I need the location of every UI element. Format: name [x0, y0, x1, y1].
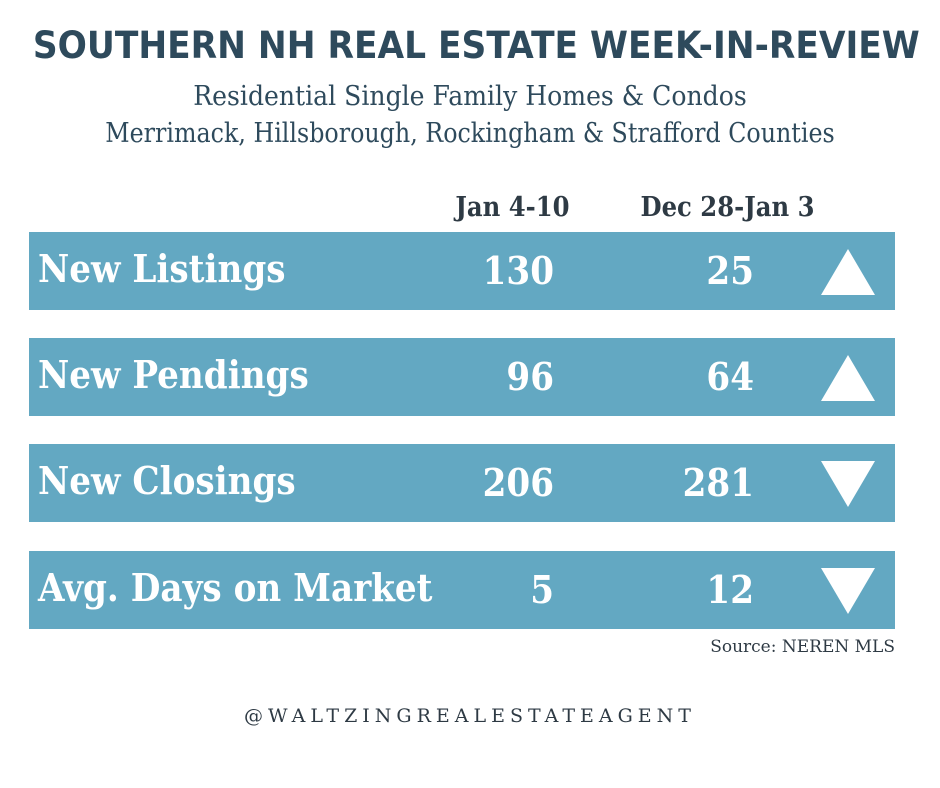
stat-label: New Closings: [38, 458, 296, 503]
source-note: Source: NEREN MLS: [710, 637, 895, 657]
stat-label: New Listings: [38, 246, 286, 291]
stat-previous-value: 281: [682, 460, 754, 505]
stat-current-value: 96: [506, 354, 554, 399]
stat-row-new-listings: New Listings 130 25: [29, 232, 895, 310]
triangle-up-icon: [821, 355, 875, 401]
stat-row-new-pendings: New Pendings 96 64: [29, 338, 895, 416]
stat-label: Avg. Days on Market: [38, 565, 433, 610]
subtitle-property-types: Residential Single Family Homes & Condos: [193, 81, 747, 112]
subtitle-counties: Merrimack, Hillsborough, Rockingham & St…: [105, 118, 835, 149]
column-header-previous-week: Dec 28-Jan 3: [640, 192, 815, 223]
triangle-down-icon: [821, 568, 875, 614]
triangle-up-icon: [821, 249, 875, 295]
stat-previous-value: 25: [706, 248, 754, 293]
stat-current-value: 5: [530, 567, 554, 612]
stat-current-value: 130: [482, 248, 554, 293]
social-handle: @WALTZINGREALESTATEAGENT: [244, 705, 696, 727]
stat-label: New Pendings: [38, 352, 309, 397]
page-title: Southern NH Real Estate Week-in-Review: [32, 24, 920, 67]
stat-row-avg-days-on-market: Avg. Days on Market 5 12: [29, 551, 895, 629]
stat-previous-value: 12: [706, 567, 754, 612]
triangle-down-icon: [821, 461, 875, 507]
stat-row-new-closings: New Closings 206 281: [29, 444, 895, 522]
stat-previous-value: 64: [706, 354, 754, 399]
stat-current-value: 206: [482, 460, 554, 505]
column-header-current-week: Jan 4-10: [455, 192, 570, 223]
